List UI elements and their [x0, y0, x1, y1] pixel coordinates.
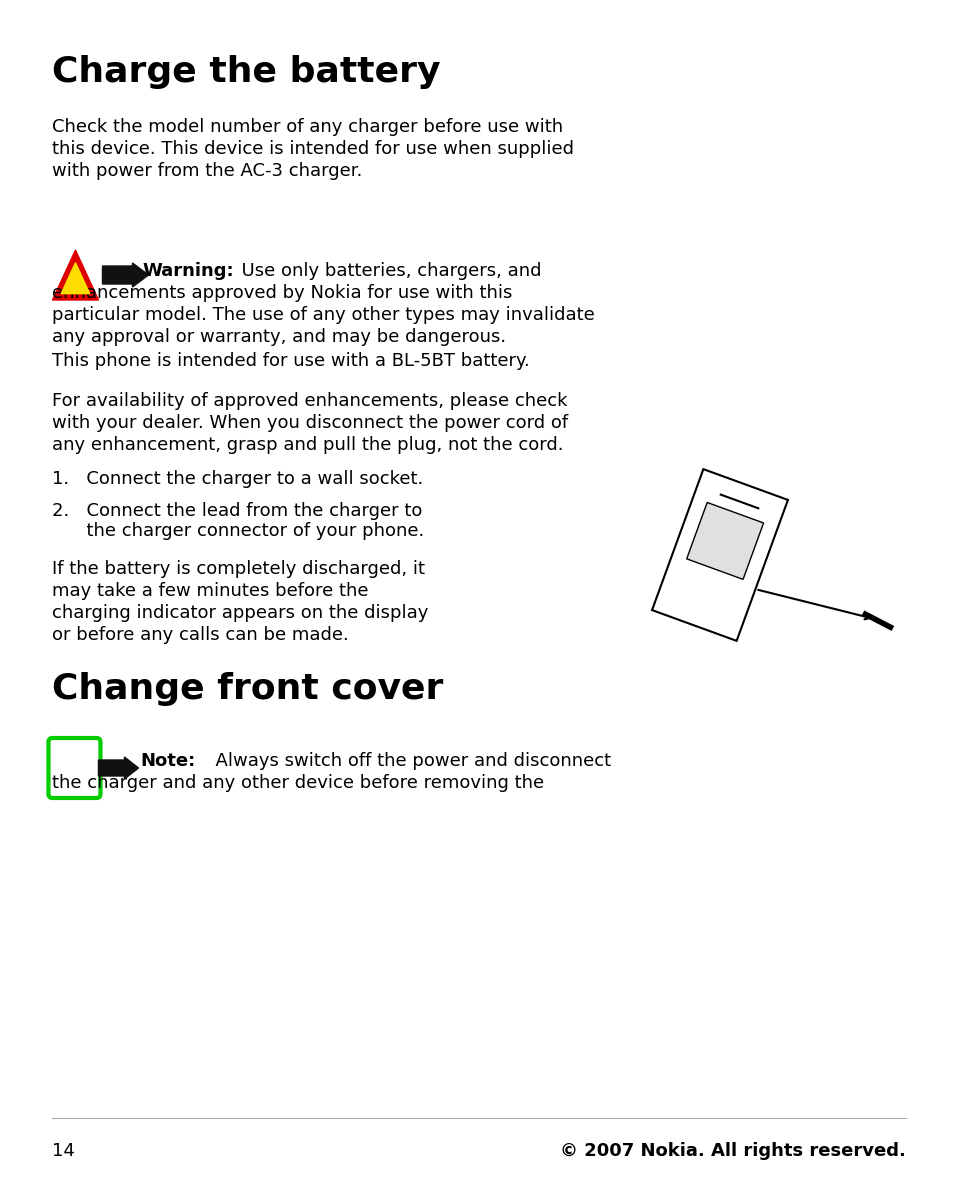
Text: Use only batteries, chargers, and: Use only batteries, chargers, and	[231, 262, 541, 280]
Text: Warning:: Warning:	[142, 262, 233, 280]
Text: Charge the battery: Charge the battery	[52, 55, 440, 88]
Polygon shape	[686, 503, 762, 579]
Text: charging indicator appears on the display: charging indicator appears on the displa…	[52, 604, 429, 622]
Text: the charger connector of your phone.: the charger connector of your phone.	[52, 522, 424, 540]
Text: with power from the AC-3 charger.: with power from the AC-3 charger.	[52, 162, 362, 181]
Text: This phone is intended for use with a BL-5BT battery.: This phone is intended for use with a BL…	[52, 352, 530, 371]
Text: enhancements approved by Nokia for use with this: enhancements approved by Nokia for use w…	[52, 284, 513, 302]
Text: any approval or warranty, and may be dangerous.: any approval or warranty, and may be dan…	[52, 328, 506, 346]
Text: © 2007 Nokia. All rights reserved.: © 2007 Nokia. All rights reserved.	[559, 1142, 905, 1160]
Text: may take a few minutes before the: may take a few minutes before the	[52, 582, 369, 599]
Text: Note:: Note:	[140, 752, 195, 771]
Text: Check the model number of any charger before use with: Check the model number of any charger be…	[52, 118, 563, 136]
Text: particular model. The use of any other types may invalidate: particular model. The use of any other t…	[52, 306, 595, 324]
Text: 2.   Connect the lead from the charger to: 2. Connect the lead from the charger to	[52, 502, 422, 520]
Text: the charger and any other device before removing the: the charger and any other device before …	[52, 774, 544, 792]
Polygon shape	[652, 470, 787, 641]
Text: or before any calls can be made.: or before any calls can be made.	[52, 627, 349, 644]
FancyArrow shape	[102, 263, 149, 287]
Text: 14: 14	[52, 1142, 75, 1160]
Text: Always switch off the power and disconnect: Always switch off the power and disconne…	[204, 752, 611, 771]
Text: this device. This device is intended for use when supplied: this device. This device is intended for…	[52, 140, 574, 158]
Text: Change front cover: Change front cover	[52, 671, 443, 706]
Text: 1.   Connect the charger to a wall socket.: 1. Connect the charger to a wall socket.	[52, 470, 423, 489]
FancyArrow shape	[98, 758, 138, 779]
Text: If the battery is completely discharged, it: If the battery is completely discharged,…	[52, 560, 425, 578]
Polygon shape	[61, 263, 90, 294]
Polygon shape	[52, 250, 98, 300]
Text: For availability of approved enhancements, please check: For availability of approved enhancement…	[52, 392, 567, 409]
Text: any enhancement, grasp and pull the plug, not the cord.: any enhancement, grasp and pull the plug…	[52, 435, 563, 454]
FancyBboxPatch shape	[49, 738, 100, 798]
Text: with your dealer. When you disconnect the power cord of: with your dealer. When you disconnect th…	[52, 414, 568, 432]
